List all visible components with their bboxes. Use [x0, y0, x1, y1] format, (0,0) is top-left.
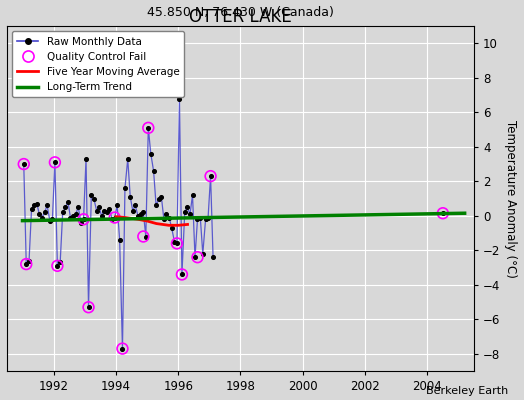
- Point: [439, 210, 447, 216]
- Point: [97, 213, 106, 219]
- Point: [173, 240, 181, 247]
- Point: [160, 216, 168, 222]
- Point: [186, 211, 194, 217]
- Point: [139, 209, 148, 216]
- Point: [188, 192, 196, 198]
- Point: [53, 263, 62, 269]
- Point: [111, 214, 119, 221]
- Point: [134, 213, 142, 219]
- Point: [90, 195, 98, 202]
- Point: [79, 216, 88, 222]
- Point: [206, 173, 215, 179]
- Point: [92, 208, 101, 214]
- Point: [69, 213, 77, 219]
- Point: [191, 254, 199, 260]
- Point: [30, 202, 39, 209]
- Point: [56, 259, 64, 266]
- Point: [103, 209, 111, 216]
- Point: [115, 237, 124, 243]
- Point: [152, 202, 160, 209]
- Point: [206, 173, 215, 179]
- Point: [51, 159, 59, 166]
- Point: [108, 216, 116, 222]
- Title: OTTER LAKE: OTTER LAKE: [189, 8, 292, 26]
- Point: [136, 211, 145, 217]
- Point: [95, 204, 103, 210]
- Point: [22, 261, 30, 267]
- Point: [155, 195, 163, 202]
- Point: [165, 214, 173, 221]
- Point: [181, 209, 189, 216]
- Point: [183, 204, 191, 210]
- Point: [204, 214, 212, 221]
- Point: [82, 156, 90, 162]
- Text: 45.850 N, 76.430 W (Canada): 45.850 N, 76.430 W (Canada): [147, 6, 334, 19]
- Point: [25, 258, 33, 264]
- Point: [35, 211, 43, 217]
- Point: [64, 199, 72, 205]
- Point: [196, 214, 204, 221]
- Point: [19, 161, 28, 167]
- Point: [118, 346, 127, 352]
- Legend: Raw Monthly Data, Quality Control Fail, Five Year Moving Average, Long-Term Tren: Raw Monthly Data, Quality Control Fail, …: [12, 31, 184, 97]
- Point: [178, 271, 186, 278]
- Point: [121, 185, 129, 192]
- Point: [113, 202, 122, 209]
- Point: [141, 233, 150, 240]
- Point: [27, 206, 36, 212]
- Point: [74, 204, 82, 210]
- Point: [51, 159, 59, 166]
- Point: [149, 168, 158, 174]
- Point: [147, 150, 155, 157]
- Point: [168, 225, 176, 231]
- Point: [84, 304, 93, 310]
- Point: [173, 240, 181, 247]
- Point: [66, 214, 74, 221]
- Y-axis label: Temperature Anomaly (°C): Temperature Anomaly (°C): [504, 120, 517, 278]
- Point: [40, 209, 49, 216]
- Point: [157, 194, 166, 200]
- Point: [38, 214, 46, 221]
- Point: [53, 263, 62, 269]
- Point: [79, 216, 88, 222]
- Point: [19, 161, 28, 167]
- Point: [209, 254, 217, 260]
- Point: [111, 214, 119, 221]
- Point: [199, 250, 207, 257]
- Point: [100, 208, 108, 214]
- Point: [201, 216, 210, 222]
- Point: [87, 192, 95, 198]
- Point: [77, 220, 85, 226]
- Point: [144, 125, 152, 131]
- Point: [193, 216, 202, 222]
- Point: [43, 202, 51, 209]
- Point: [84, 304, 93, 310]
- Point: [59, 209, 67, 216]
- Point: [144, 125, 152, 131]
- Point: [178, 271, 186, 278]
- Point: [126, 194, 135, 200]
- Point: [105, 206, 114, 212]
- Point: [124, 156, 132, 162]
- Point: [61, 204, 70, 210]
- Point: [72, 211, 80, 217]
- Point: [46, 218, 54, 224]
- Point: [139, 233, 148, 240]
- Point: [170, 238, 179, 245]
- Point: [48, 216, 57, 222]
- Point: [32, 200, 41, 207]
- Point: [131, 202, 139, 209]
- Point: [128, 208, 137, 214]
- Point: [22, 261, 30, 267]
- Point: [439, 210, 447, 216]
- Point: [175, 95, 183, 102]
- Point: [162, 211, 170, 217]
- Point: [193, 254, 202, 260]
- Point: [118, 346, 127, 352]
- Text: Berkeley Earth: Berkeley Earth: [426, 386, 508, 396]
